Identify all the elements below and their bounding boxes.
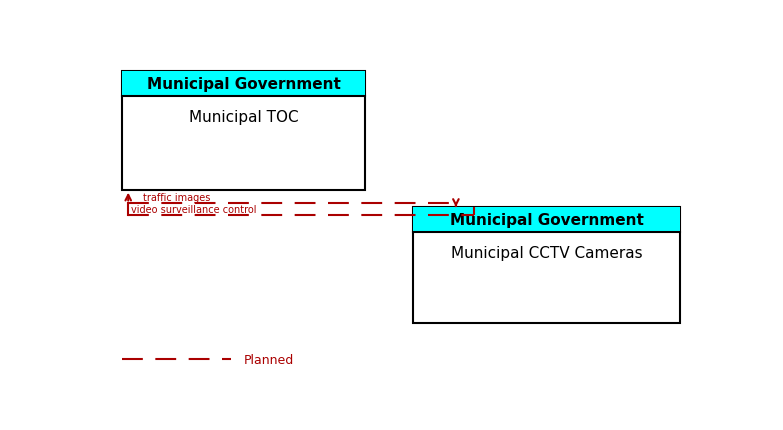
Text: Municipal CCTV Cameras: Municipal CCTV Cameras (451, 245, 643, 260)
Bar (413, 207, 680, 323)
Text: Municipal Government: Municipal Government (146, 77, 341, 91)
Bar (413, 207, 680, 232)
Bar (122, 71, 365, 190)
Text: Planned: Planned (244, 353, 294, 366)
Bar (122, 71, 365, 96)
Text: Municipal TOC: Municipal TOC (189, 110, 298, 125)
Text: traffic images: traffic images (143, 193, 211, 203)
Text: Municipal Government: Municipal Government (450, 212, 644, 227)
Text: video surveillance control: video surveillance control (132, 204, 257, 214)
